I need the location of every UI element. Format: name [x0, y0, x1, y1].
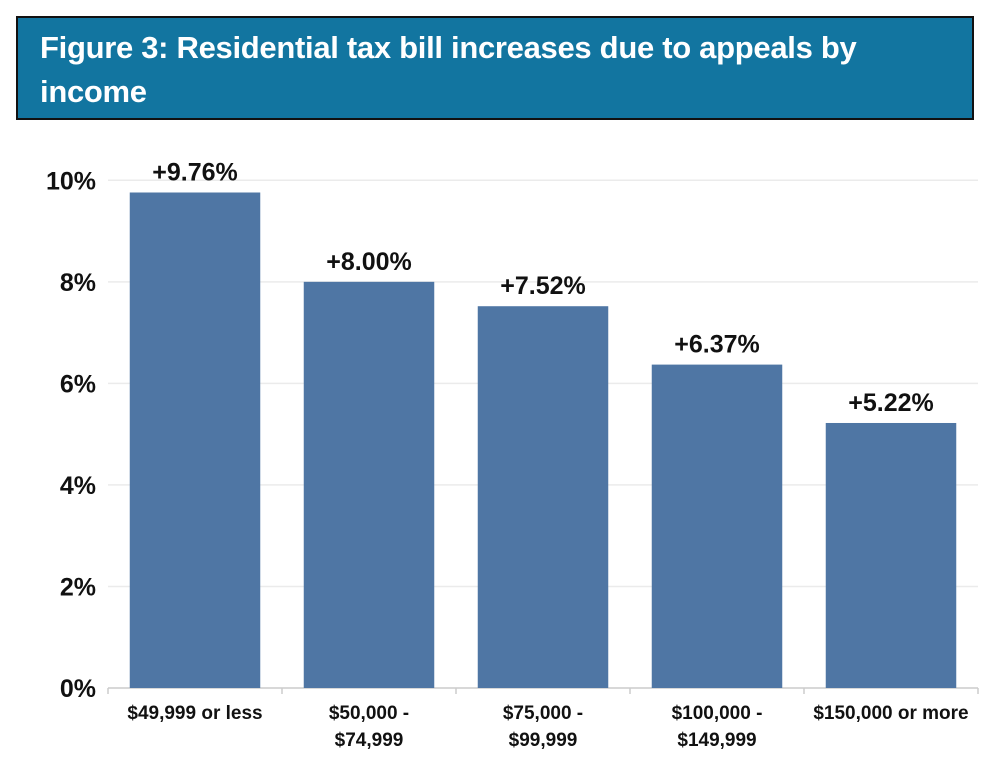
bars — [129, 192, 957, 688]
x-category-label: $74,999 — [335, 730, 404, 751]
x-category-label: $50,000 - — [329, 703, 409, 724]
y-tick-label: 8% — [60, 269, 96, 297]
x-category-label: $75,000 - — [503, 703, 583, 724]
bar — [651, 364, 783, 688]
y-tick-label: 6% — [60, 370, 96, 398]
chart-title-banner: Figure 3: Residential tax bill increases… — [16, 16, 974, 120]
x-category-label: $49,999 or less — [127, 703, 262, 724]
axis-lines — [107, 687, 979, 694]
bar-value-label: +9.76% — [152, 158, 238, 186]
x-category-label: $100,000 - — [672, 703, 763, 724]
y-tick-label: 4% — [60, 472, 96, 500]
x-category-label: $99,999 — [509, 730, 578, 751]
y-tick-label: 10% — [46, 167, 96, 195]
bar-value-label: +5.22% — [848, 389, 934, 417]
bar-value-label: +6.37% — [674, 331, 760, 359]
bar — [477, 306, 609, 688]
data-labels: +9.76% +8.00% +7.52% +6.37% +5.22% — [152, 158, 934, 416]
x-category-label: $150,000 or more — [813, 703, 968, 724]
x-category-label: $149,999 — [677, 730, 756, 751]
y-tick-label: 2% — [60, 573, 96, 601]
y-tick-label: 0% — [60, 675, 96, 703]
chart-title: Figure 3: Residential tax bill increases… — [40, 30, 857, 109]
bar — [303, 281, 435, 688]
bar-value-label: +8.00% — [326, 248, 412, 276]
bar — [825, 422, 957, 688]
bar-value-label: +7.52% — [500, 272, 586, 300]
bar — [129, 192, 261, 688]
y-axis-tick-labels: 0% 2% 4% 6% 8% 10% — [46, 167, 96, 703]
x-axis-category-labels: $49,999 or less $50,000 - $74,999 $75,000 -… — [127, 703, 968, 751]
